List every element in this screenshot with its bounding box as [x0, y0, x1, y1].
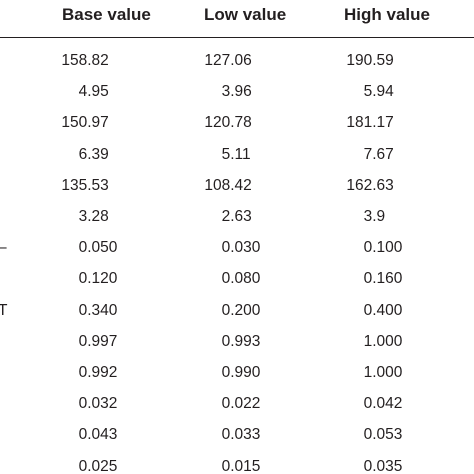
cell-low-value: 3.96	[221, 83, 252, 101]
cell-low-value: 0.990	[221, 364, 261, 381]
cell-high-value: 5.94	[363, 83, 394, 101]
cell-base-value: 0.120	[78, 270, 118, 288]
cell-low-value: 127.06	[204, 52, 252, 69]
header-rule	[0, 37, 474, 38]
cell-base-value: 0.992	[78, 364, 118, 381]
cell-base-value: 158.82	[61, 52, 109, 69]
cell-high-value: 1.000	[363, 332, 403, 350]
cell-low-value: 0.015	[221, 457, 261, 474]
cell-base-value: 3.28	[78, 208, 109, 225]
cell-low-value: 0.022	[221, 395, 261, 413]
cell-high-value: 181.17	[346, 114, 394, 132]
cell-high-value: 162.63	[346, 176, 394, 194]
table-header-base: Base value	[62, 5, 151, 24]
cell-low-value: 108.42	[204, 176, 252, 194]
cell-base-value: 0.997	[78, 332, 118, 350]
cell-base-value: 0.032	[78, 395, 118, 413]
table-header-high: High value	[344, 5, 430, 24]
cell-low-value: 120.78	[204, 114, 252, 132]
cell-high-value: 0.053	[363, 426, 403, 444]
row-stub-label: T	[0, 301, 8, 319]
cell-low-value: 0.080	[221, 270, 261, 288]
cell-base-value: 0.050	[78, 239, 118, 257]
cell-low-value: 5.11	[221, 145, 251, 163]
table-header-low: Low value	[204, 5, 287, 24]
cell-base-value: 0.025	[78, 457, 118, 474]
cell-base-value: 4.95	[78, 83, 109, 101]
cell-base-value: 0.043	[78, 426, 118, 444]
cell-low-value: 0.033	[221, 426, 261, 444]
cell-high-value: 190.59	[346, 52, 394, 69]
cell-low-value: 2.63	[221, 208, 252, 225]
cell-high-value: 0.035	[363, 457, 403, 474]
cell-base-value: 135.53	[61, 176, 109, 194]
cell-base-value: 150.97	[61, 114, 109, 132]
cell-high-value: 3.9	[363, 208, 386, 225]
cell-low-value: 0.993	[221, 332, 261, 350]
cell-high-value: 0.400	[363, 301, 403, 319]
cell-high-value: 1.000	[363, 364, 403, 381]
cell-high-value: 7.67	[363, 145, 394, 163]
cell-high-value: 0.042	[363, 395, 403, 413]
cell-high-value: 0.100	[363, 239, 403, 257]
row-stub-label: –	[0, 238, 7, 258]
cell-base-value: 0.340	[78, 301, 118, 319]
cell-base-value: 6.39	[78, 145, 109, 163]
cell-low-value: 0.030	[221, 239, 261, 257]
cell-low-value: 0.200	[221, 301, 261, 319]
cell-high-value: 0.160	[363, 270, 403, 288]
